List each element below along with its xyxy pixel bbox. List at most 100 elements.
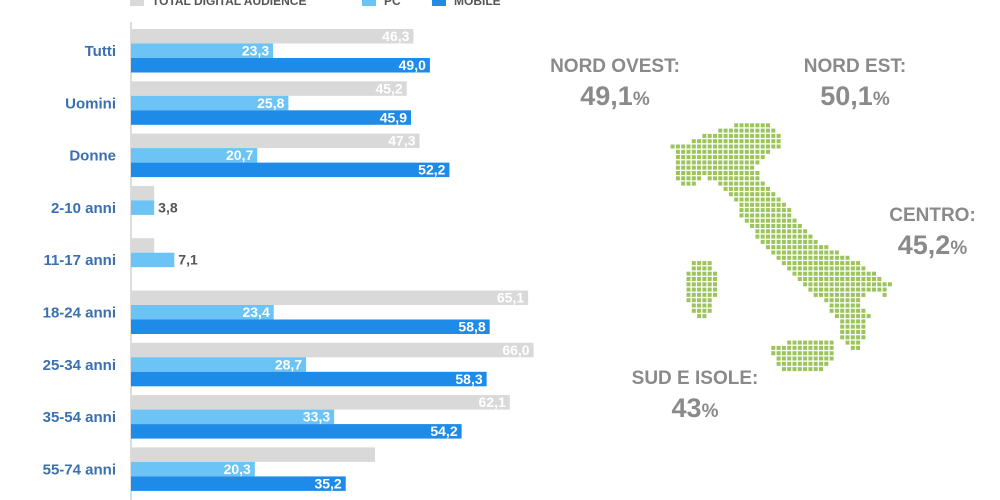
- bar: [131, 110, 411, 125]
- map-dot: [686, 160, 691, 165]
- map-dot: [840, 282, 845, 287]
- map-dot: [797, 234, 802, 239]
- map-dot: [702, 261, 707, 266]
- map-dot: [728, 186, 733, 191]
- map-dot: [675, 155, 680, 160]
- map-dot: [686, 171, 691, 175]
- map-dot: [744, 213, 749, 218]
- map-dot: [728, 192, 733, 197]
- map-dot: [766, 192, 770, 197]
- map-dot: [808, 266, 813, 271]
- map-dot: [750, 197, 755, 202]
- map-dot: [744, 208, 749, 213]
- map-dot: [834, 282, 839, 287]
- map-dot: [797, 345, 802, 350]
- map-dot: [824, 361, 829, 366]
- map-dot: [813, 277, 818, 281]
- map-dot: [755, 192, 760, 197]
- map-dot: [861, 314, 866, 319]
- map-dot: [766, 234, 770, 239]
- map-dot: [866, 314, 871, 319]
- map-dot: [760, 218, 765, 223]
- map-dot: [872, 277, 876, 281]
- map-dot: [787, 356, 792, 361]
- map-dot: [776, 218, 781, 223]
- map-dot: [861, 282, 866, 287]
- map-dot: [808, 234, 813, 239]
- map-dot: [750, 155, 755, 160]
- map-dot: [787, 340, 792, 345]
- map-dot: [845, 335, 850, 340]
- map-dot: [776, 345, 781, 350]
- map-dot: [803, 255, 808, 260]
- map-dot: [803, 271, 808, 276]
- map-dot: [856, 308, 861, 313]
- map-dot: [840, 292, 845, 297]
- region-value: 43: [671, 393, 702, 423]
- map-dot: [829, 303, 834, 308]
- map-dot: [776, 234, 781, 239]
- legend-swatch: [432, 0, 446, 6]
- map-dot: [755, 224, 760, 228]
- region-centro: CENTRO: 45,2%: [875, 205, 990, 267]
- map-dot: [755, 123, 760, 128]
- map-dot: [723, 176, 728, 181]
- map-dot: [697, 287, 702, 292]
- map-dot: [734, 139, 739, 144]
- map-dot: [766, 133, 770, 138]
- map-dot: [771, 234, 776, 239]
- map-dot: [702, 292, 707, 297]
- category-label: 2-10 anni: [51, 200, 116, 217]
- map-dot: [734, 128, 739, 133]
- map-dot: [755, 139, 760, 144]
- map-dot: [750, 139, 755, 144]
- map-dot: [845, 266, 850, 271]
- map-dot: [797, 271, 802, 276]
- map-dot: [803, 282, 808, 287]
- map-dot: [845, 314, 850, 319]
- map-dot: [834, 303, 839, 308]
- map-dot: [750, 213, 755, 218]
- map-dot: [744, 218, 749, 223]
- data-label: 52,2: [418, 162, 445, 178]
- map-dot: [861, 292, 866, 297]
- map-dot: [686, 149, 691, 154]
- map-dot: [861, 324, 866, 329]
- map-dot: [734, 165, 739, 170]
- map-dot: [702, 287, 707, 292]
- map-dot: [713, 287, 717, 292]
- map-dot: [781, 229, 786, 234]
- map-dot: [713, 176, 717, 181]
- map-dot: [813, 261, 818, 266]
- data-label: 35,2: [314, 475, 341, 491]
- map-dot: [728, 149, 733, 154]
- map-dot: [723, 160, 728, 165]
- map-dot: [739, 128, 744, 133]
- legend-label: PC: [384, 0, 401, 8]
- bar: [131, 133, 420, 149]
- map-dot: [691, 176, 696, 181]
- map-dot: [819, 250, 823, 255]
- map-dot: [760, 181, 765, 186]
- map-dot: [760, 123, 765, 128]
- region-name: NORD EST:: [803, 56, 907, 77]
- map-dot: [707, 176, 712, 181]
- map-dot: [728, 165, 733, 170]
- map-dot: [776, 255, 781, 260]
- map-dot: [739, 213, 744, 218]
- map-dot: [718, 133, 723, 138]
- map-dot: [803, 245, 808, 250]
- map-dot: [697, 308, 702, 313]
- map-dot: [856, 287, 861, 292]
- map-dot: [803, 261, 808, 266]
- map-dot: [707, 261, 712, 266]
- map-dot: [686, 176, 691, 181]
- map-dot: [766, 213, 770, 218]
- data-label: 33,3: [303, 409, 330, 425]
- map-dot: [766, 144, 770, 149]
- map-dot: [697, 277, 702, 281]
- map-dot: [691, 277, 696, 281]
- map-dot: [686, 155, 691, 160]
- map-dot: [808, 250, 813, 255]
- bar: [131, 290, 529, 305]
